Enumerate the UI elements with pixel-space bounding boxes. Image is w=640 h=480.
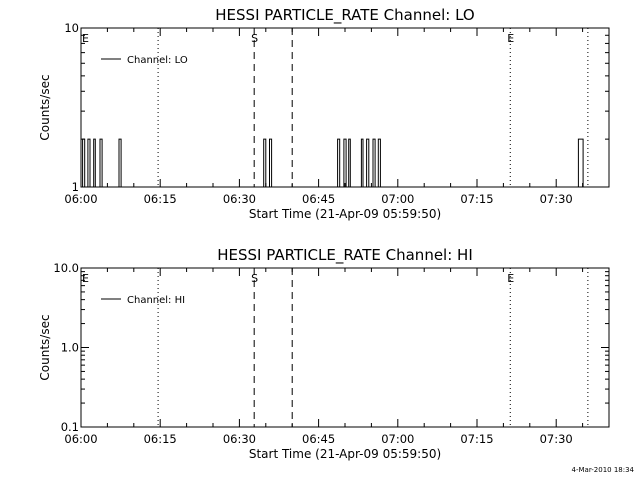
x-tick-label: 07:30 bbox=[540, 432, 573, 446]
footer-timestamp: 4-Mar-2010 18:34 bbox=[571, 466, 634, 474]
x-axis-label: Start Time (21-Apr-09 05:59:50) bbox=[249, 207, 441, 221]
x-tick-label: 07:15 bbox=[460, 432, 493, 446]
x-tick-label: 07:30 bbox=[540, 192, 573, 206]
event-label: E bbox=[507, 272, 514, 285]
series-line-lo bbox=[81, 138, 609, 188]
y-tick-label: 10 bbox=[64, 21, 79, 35]
x-tick-label: 06:30 bbox=[223, 192, 256, 206]
x-tick-label: 07:15 bbox=[460, 192, 493, 206]
x-tick-label: 06:30 bbox=[223, 432, 256, 446]
x-tick-label: 07:00 bbox=[381, 432, 414, 446]
x-axis-label: Start Time (21-Apr-09 05:59:50) bbox=[249, 447, 441, 461]
y-tick-label: 1 bbox=[72, 180, 79, 194]
x-tick-label: 06:00 bbox=[64, 432, 97, 446]
legend-label: Channel: HI bbox=[127, 295, 185, 306]
chart-title: HESSI PARTICLE_RATE Channel: LO bbox=[215, 6, 474, 25]
x-tick-label: 06:15 bbox=[144, 432, 177, 446]
y-axis-label: Counts/sec bbox=[38, 314, 52, 380]
plot-frame bbox=[80, 267, 610, 428]
y-tick-label: 0.1 bbox=[61, 420, 79, 434]
event-label: E bbox=[82, 272, 89, 285]
event-label: E bbox=[82, 32, 89, 45]
x-tick-label: 06:00 bbox=[64, 192, 97, 206]
y-tick-label: 1.0 bbox=[61, 341, 79, 355]
x-tick-label: 06:15 bbox=[144, 192, 177, 206]
event-label: S bbox=[251, 272, 258, 285]
x-tick-label: 06:45 bbox=[302, 432, 335, 446]
x-tick-label: 07:00 bbox=[381, 192, 414, 206]
plot-frame bbox=[80, 27, 610, 188]
y-tick-label: 10.0 bbox=[53, 261, 79, 275]
x-tick-label: 06:45 bbox=[302, 192, 335, 206]
event-label: S bbox=[251, 32, 258, 45]
event-label: E bbox=[507, 32, 514, 45]
legend-label: Channel: LO bbox=[127, 55, 188, 66]
chart-title: HESSI PARTICLE_RATE Channel: HI bbox=[217, 246, 473, 265]
y-axis-label: Counts/sec bbox=[38, 74, 52, 140]
